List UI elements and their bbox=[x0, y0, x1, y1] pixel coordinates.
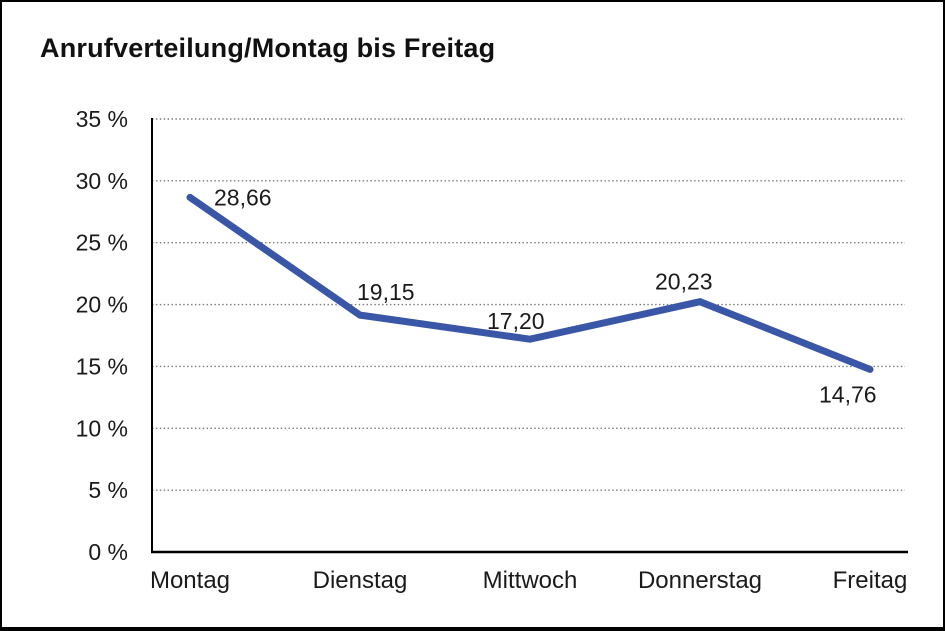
y-tick-label: 0 % bbox=[88, 539, 128, 565]
chart-title: Anrufverteilung/Montag bis Freitag bbox=[40, 33, 496, 63]
data-point-label: 28,66 bbox=[214, 184, 272, 210]
y-tick-label: 5 % bbox=[88, 477, 128, 503]
y-tick-label: 25 % bbox=[76, 230, 128, 256]
data-point-label: 20,23 bbox=[655, 269, 713, 295]
y-tick-label: 15 % bbox=[76, 353, 128, 379]
x-category-label: Dienstag bbox=[313, 567, 408, 594]
x-category-label: Donnerstag bbox=[638, 567, 762, 594]
y-tick-label: 35 % bbox=[76, 106, 128, 132]
data-point-label: 19,15 bbox=[357, 279, 415, 305]
data-line bbox=[186, 193, 874, 373]
y-tick-label: 30 % bbox=[76, 168, 128, 194]
data-point-label: 14,76 bbox=[819, 381, 877, 407]
x-category-label: Freitag bbox=[833, 567, 908, 594]
data-point-label: 17,20 bbox=[487, 308, 545, 334]
y-tick-label: 10 % bbox=[76, 415, 128, 441]
x-category-label: Montag bbox=[150, 567, 230, 594]
x-category-label: Mittwoch bbox=[483, 567, 578, 594]
y-tick-label: 20 % bbox=[76, 292, 128, 318]
